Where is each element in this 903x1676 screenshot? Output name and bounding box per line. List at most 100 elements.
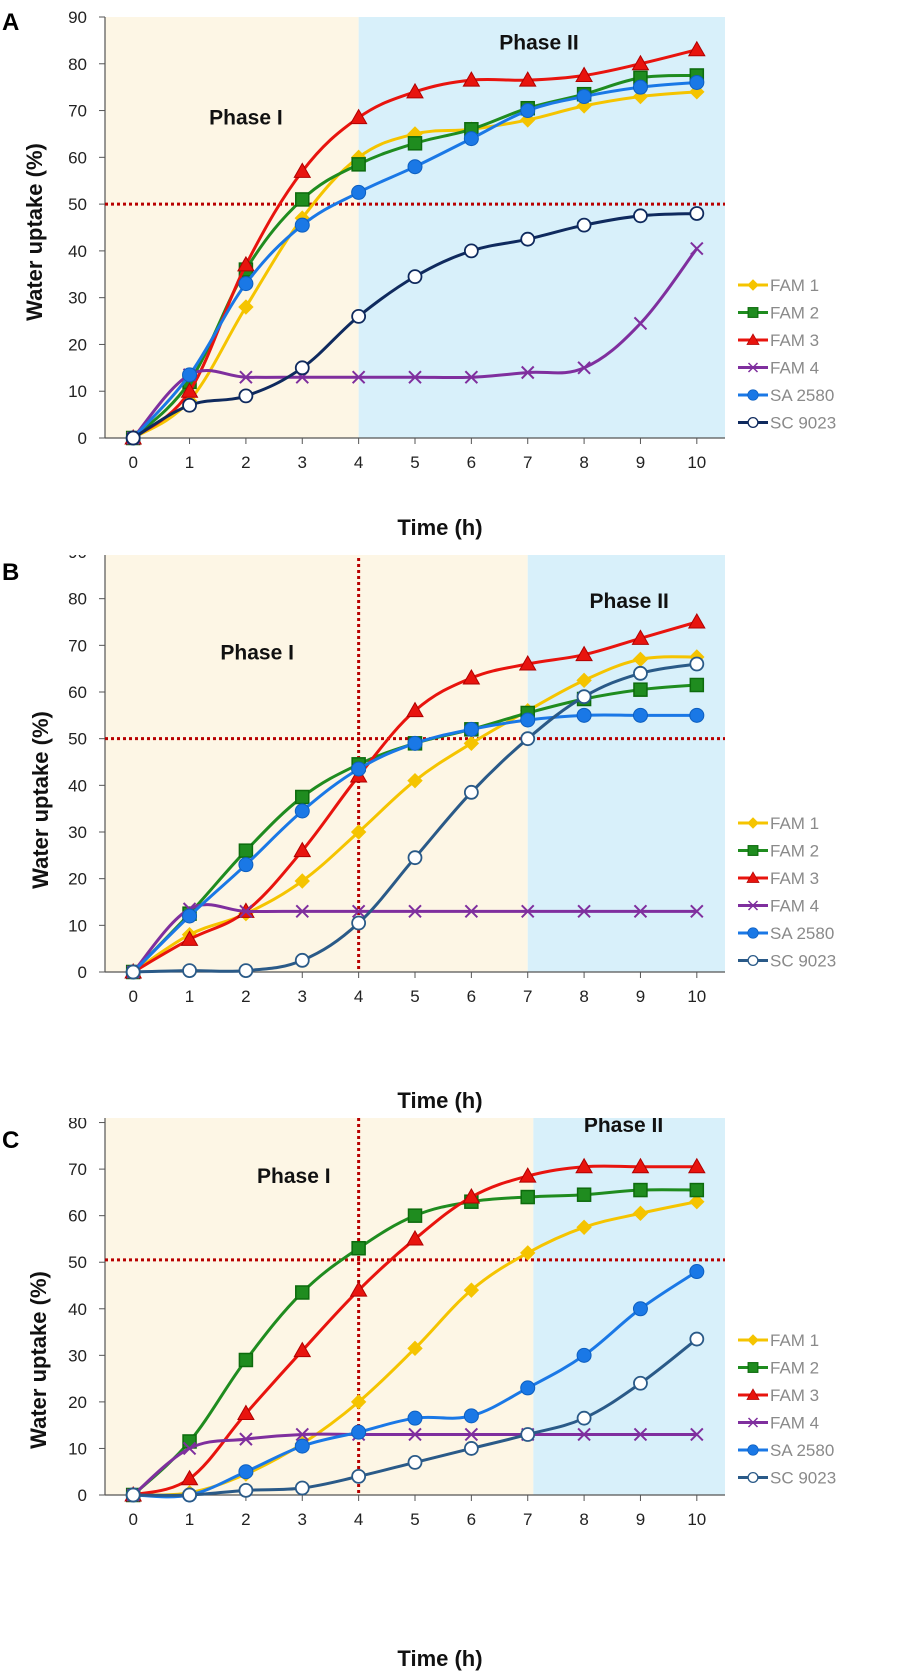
- legend-item: FAM 2: [738, 304, 819, 323]
- series-line: [132, 1164, 697, 1497]
- data-point: [182, 908, 198, 924]
- data-point: [238, 276, 254, 292]
- data-point: [633, 904, 648, 919]
- data-point: [239, 904, 253, 919]
- data-point: [576, 217, 592, 233]
- chart-panel-a: A 0 10 20 30 40 50 60 70 80 90 0 1 2 3 4 5 6 7 8 9 10 Phase I…: [2, 8, 836, 540]
- x-tick-label: 10: [687, 453, 706, 472]
- legend-label: FAM 2: [770, 1359, 819, 1378]
- x-tick-label: 3: [298, 453, 307, 472]
- x-tick-label: 3: [298, 987, 307, 1006]
- x-tick-label: 6: [467, 453, 476, 472]
- x-tick-label: 9: [636, 453, 645, 472]
- y-tick-label: 80: [68, 1118, 87, 1133]
- legend-item: FAM 1: [738, 814, 819, 833]
- legend-marker: [747, 900, 759, 911]
- data-point: [520, 1245, 536, 1261]
- data-point: [520, 1189, 535, 1205]
- data-point: [407, 772, 423, 789]
- x-tick-label: 10: [687, 1510, 706, 1529]
- y-tick-label: 90: [68, 8, 87, 27]
- data-point: [462, 668, 481, 685]
- legend-item: FAM 1: [738, 1331, 819, 1350]
- data-point: [237, 255, 255, 272]
- legend-item: SC 9023: [738, 952, 836, 971]
- data-point: [518, 654, 537, 671]
- y-tick-label: 20: [68, 1393, 87, 1412]
- data-point: [407, 1455, 423, 1470]
- data-point: [518, 71, 537, 87]
- data-point: [689, 707, 705, 723]
- data-point: [351, 1424, 367, 1440]
- phase-1-region: [105, 17, 359, 438]
- legend-label: FAM 1: [770, 814, 819, 833]
- x-tick-label: 8: [579, 453, 588, 472]
- data-point: [575, 645, 593, 662]
- data-point: [407, 1208, 423, 1223]
- data-point: [238, 1482, 254, 1498]
- data-point: [294, 803, 310, 819]
- data-point: [462, 71, 481, 87]
- y-tick-label: 30: [68, 823, 87, 842]
- y-tick-label: 80: [68, 55, 87, 74]
- data-point: [464, 904, 479, 919]
- y-tick-label: 0: [78, 963, 87, 982]
- panel-label: C: [2, 1127, 19, 1154]
- x-tick-label: 2: [241, 987, 250, 1006]
- legend-marker: [747, 1444, 759, 1456]
- data-point: [238, 388, 254, 404]
- y-axis-label: Water uptake (%): [28, 711, 53, 889]
- phase-2-region: [358, 17, 725, 438]
- data-point: [182, 963, 197, 979]
- data-point: [463, 243, 479, 259]
- data-point: [407, 269, 423, 285]
- data-point: [407, 159, 423, 175]
- y-tick-label: 40: [68, 242, 87, 261]
- data-point: [689, 677, 705, 693]
- data-point: [463, 721, 479, 737]
- data-point: [521, 365, 535, 380]
- legend-marker: [747, 954, 759, 967]
- data-point: [239, 1432, 253, 1446]
- x-tick-label: 7: [523, 1510, 532, 1529]
- data-point: [180, 930, 199, 946]
- x-tick-label: 6: [467, 987, 476, 1006]
- data-point: [238, 843, 254, 858]
- data-point: [238, 963, 254, 979]
- legend-label: FAM 2: [770, 842, 819, 861]
- data-point: [351, 370, 366, 384]
- legend-marker: [746, 871, 760, 883]
- series-sc-9023: [125, 656, 705, 980]
- legend-marker: [747, 362, 759, 373]
- panel-label: B: [2, 559, 19, 586]
- legend-label: SC 9023: [770, 414, 836, 433]
- legend-label: FAM 3: [770, 331, 819, 350]
- data-point: [689, 1331, 705, 1347]
- x-tick-label: 8: [579, 1510, 588, 1529]
- data-point: [293, 841, 312, 858]
- data-point: [632, 1205, 649, 1222]
- x-tick-label: 8: [579, 987, 588, 1006]
- x-tick-label: 5: [410, 987, 419, 1006]
- legend-marker: [747, 817, 759, 829]
- phase-1-label: Phase I: [257, 1165, 331, 1188]
- data-point: [633, 665, 648, 681]
- data-point: [520, 103, 536, 119]
- data-point: [632, 707, 648, 723]
- data-point: [406, 82, 424, 99]
- data-point: [238, 1464, 254, 1480]
- y-tick-label: 70: [68, 102, 87, 121]
- y-axis-label: Water uptake (%): [26, 1271, 51, 1449]
- data-point: [633, 1182, 648, 1198]
- data-point: [295, 1285, 310, 1300]
- data-point: [463, 1441, 479, 1456]
- series-line: [132, 80, 697, 439]
- data-point: [238, 857, 254, 873]
- legend-label: SA 2580: [770, 1441, 834, 1460]
- y-tick-label: 40: [68, 1300, 87, 1319]
- phase-2-label: Phase II: [499, 32, 578, 55]
- x-tick-label: 1: [185, 1510, 194, 1529]
- legend: FAM 1 FAM 2 FAM 3 FAM 4 SA 2580 SC 9023: [738, 1331, 836, 1488]
- legend-marker: [747, 1334, 759, 1346]
